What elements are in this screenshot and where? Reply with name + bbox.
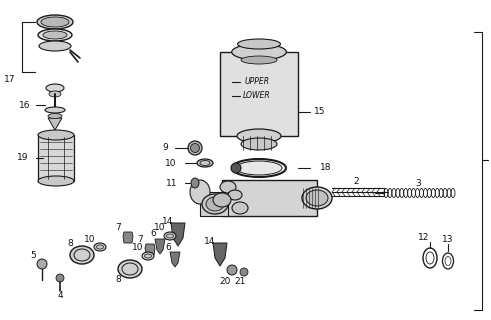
Ellipse shape: [306, 190, 328, 206]
Polygon shape: [123, 232, 133, 243]
Ellipse shape: [38, 29, 72, 41]
Ellipse shape: [241, 56, 277, 64]
Polygon shape: [171, 223, 185, 246]
Ellipse shape: [49, 91, 61, 97]
Ellipse shape: [191, 178, 199, 188]
Bar: [200, 192, 228, 216]
Ellipse shape: [46, 84, 64, 92]
Text: 10: 10: [164, 158, 176, 167]
Text: 7: 7: [137, 236, 143, 244]
Text: LOWER: LOWER: [243, 92, 271, 100]
Text: 21: 21: [234, 277, 246, 286]
Ellipse shape: [39, 41, 71, 51]
Bar: [220, 52, 298, 136]
Ellipse shape: [206, 197, 224, 211]
Text: 12: 12: [418, 234, 430, 243]
Ellipse shape: [164, 232, 176, 240]
Ellipse shape: [232, 202, 248, 214]
Circle shape: [37, 259, 47, 269]
Text: 10: 10: [154, 223, 166, 233]
Ellipse shape: [202, 194, 228, 214]
Circle shape: [240, 268, 248, 276]
Ellipse shape: [45, 107, 65, 113]
Text: 6: 6: [150, 229, 156, 238]
Polygon shape: [48, 118, 62, 130]
Text: 19: 19: [17, 154, 29, 163]
Ellipse shape: [232, 44, 286, 60]
Text: 3: 3: [415, 179, 421, 188]
Bar: [38, 135, 74, 181]
Circle shape: [56, 274, 64, 282]
Text: UPPER: UPPER: [245, 77, 270, 86]
Ellipse shape: [70, 246, 94, 264]
Polygon shape: [155, 239, 165, 254]
Ellipse shape: [38, 176, 74, 186]
Text: 14: 14: [204, 237, 216, 246]
Bar: [222, 180, 317, 216]
Ellipse shape: [48, 114, 62, 118]
Polygon shape: [213, 243, 227, 266]
Ellipse shape: [237, 129, 281, 143]
Ellipse shape: [213, 193, 231, 207]
Ellipse shape: [236, 161, 282, 175]
Ellipse shape: [220, 181, 236, 193]
Circle shape: [231, 163, 241, 173]
Text: 10: 10: [84, 235, 96, 244]
Polygon shape: [170, 252, 180, 267]
Text: 15: 15: [314, 108, 326, 116]
Ellipse shape: [94, 243, 106, 251]
Ellipse shape: [302, 187, 332, 209]
Text: 7: 7: [115, 223, 121, 233]
Text: 13: 13: [442, 236, 454, 244]
Circle shape: [227, 265, 237, 275]
Text: 5: 5: [30, 252, 36, 260]
Text: 4: 4: [57, 292, 63, 300]
Ellipse shape: [191, 143, 199, 153]
Ellipse shape: [43, 31, 67, 39]
Text: 18: 18: [320, 164, 331, 172]
Ellipse shape: [228, 190, 242, 200]
Text: 10: 10: [132, 243, 144, 252]
Text: 8: 8: [67, 239, 73, 249]
Text: 6: 6: [165, 244, 171, 252]
Ellipse shape: [37, 15, 73, 29]
Text: 11: 11: [165, 179, 177, 188]
Text: 20: 20: [219, 276, 231, 285]
Text: 2: 2: [353, 178, 359, 187]
Text: 9: 9: [162, 143, 168, 153]
Text: 14: 14: [163, 218, 174, 227]
Ellipse shape: [38, 130, 74, 140]
Text: 16: 16: [19, 100, 31, 109]
Ellipse shape: [190, 180, 210, 204]
Ellipse shape: [241, 138, 277, 150]
Text: 17: 17: [4, 76, 16, 84]
Ellipse shape: [41, 17, 69, 27]
Ellipse shape: [238, 39, 280, 49]
Text: 8: 8: [115, 276, 121, 284]
Polygon shape: [145, 244, 155, 255]
Ellipse shape: [188, 141, 202, 155]
Ellipse shape: [118, 260, 142, 278]
Ellipse shape: [197, 159, 213, 167]
Ellipse shape: [142, 252, 154, 260]
